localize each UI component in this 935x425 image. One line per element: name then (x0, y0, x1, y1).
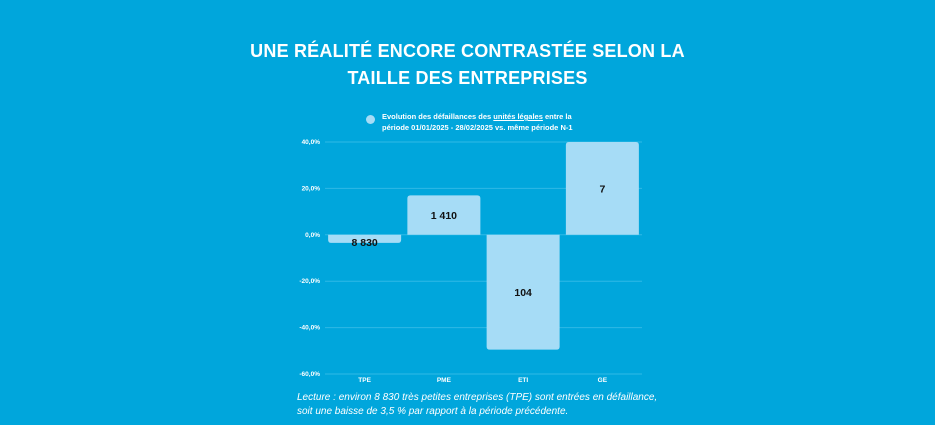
chart-title: UNE RÉALITÉ ENCORE CONTRASTÉE SELON LA T… (0, 38, 935, 92)
x-tick-label: PME (437, 377, 452, 384)
legend-swatch (366, 115, 375, 124)
x-tick-label: ETI (518, 377, 528, 384)
y-tick-label: -20,0% (299, 278, 320, 285)
chart-title-line-2: TAILLE DES ENTREPRISES (347, 68, 588, 88)
x-tick-label: GE (598, 377, 608, 384)
legend-text-end: entre la (542, 112, 572, 121)
y-tick-label: -40,0% (299, 325, 320, 332)
reading-note-line-2: soit une baisse de 3,5 % par rapport à l… (297, 405, 569, 417)
bar (565, 142, 639, 235)
bar-value-label: 7 (599, 183, 605, 195)
x-tick-label: TPE (358, 377, 371, 384)
legend: Evolution des défaillances des unités lé… (366, 111, 626, 133)
legend-text-start: Evolution des défaillances des (382, 112, 494, 121)
bar-value-label: 104 (514, 287, 532, 299)
legend-text-line-2: période 01/01/2025 - 28/02/2025 vs. même… (382, 123, 573, 132)
y-tick-label: 0,0% (305, 232, 320, 239)
bar-value-label: 8 830 (351, 237, 377, 249)
legend-text-underlined: unités légales (493, 112, 543, 121)
reading-note: Lecture : environ 8 830 très petites ent… (297, 391, 677, 418)
bar (328, 234, 402, 243)
bar (486, 234, 560, 350)
chart-title-line-1: UNE RÉALITÉ ENCORE CONTRASTÉE SELON LA (250, 41, 685, 61)
bar-value-label: 1 410 (431, 210, 457, 222)
bar (407, 195, 481, 235)
y-tick-label: 40,0% (302, 139, 321, 146)
reading-note-line-1: Lecture : environ 8 830 très petites ent… (297, 392, 658, 403)
y-tick-label: -60,0% (299, 371, 320, 378)
legend-text: Evolution des défaillances des unités lé… (382, 111, 573, 133)
y-tick-label: 20,0% (302, 185, 321, 192)
